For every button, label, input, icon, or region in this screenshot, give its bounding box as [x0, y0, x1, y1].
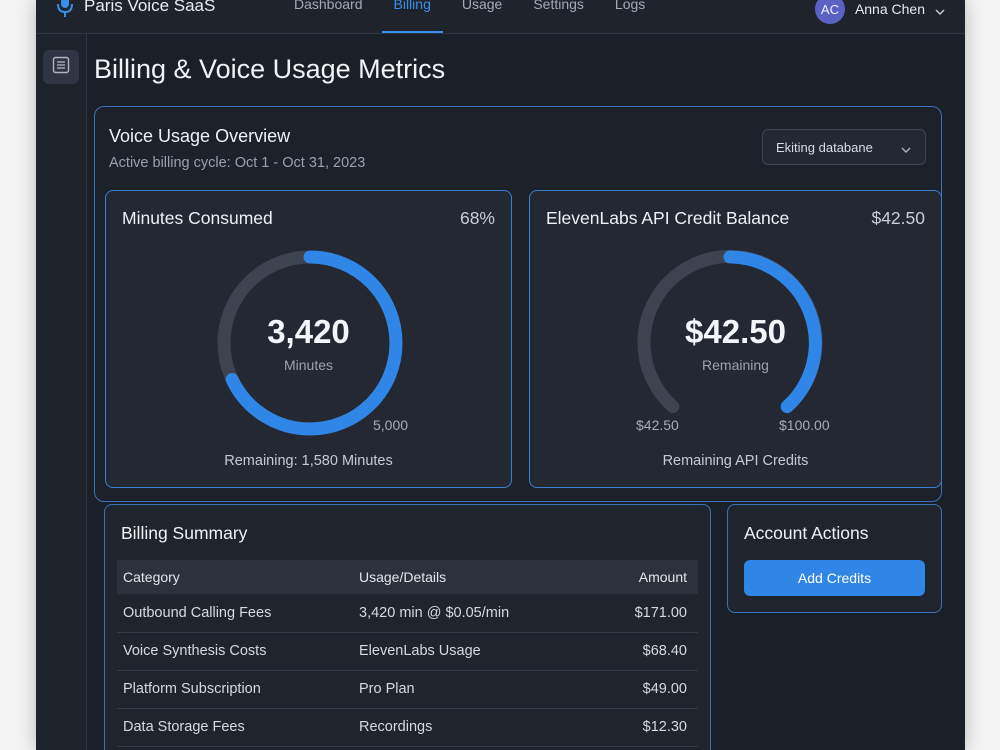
table-row: Voice Synthesis Costs ElevenLabs Usage $… — [117, 632, 698, 671]
credit-gauge-arc — [723, 250, 822, 414]
row-usage: 3,420 min @ $0.05/min — [353, 594, 568, 633]
sidebar — [36, 34, 87, 750]
row-usage: Recordings — [353, 708, 568, 747]
add-credits-button[interactable]: Add Credits — [744, 560, 925, 596]
minutes-unit: Minutes — [283, 357, 334, 373]
row-amount: $12.30 — [568, 708, 698, 747]
nav-usage[interactable]: Usage — [461, 0, 503, 12]
credit-balance: $42.50 — [871, 208, 925, 228]
document-list-icon — [52, 56, 70, 79]
page-title: Billing & Voice Usage Metrics — [94, 54, 446, 84]
minutes-consumed-card: Minutes Consumed 68% 3,420 Minutes 5,000… — [105, 190, 512, 488]
overview-title: Voice Usage Overview — [109, 126, 291, 146]
credit-max-label: $100.00 — [779, 417, 830, 433]
header-category: Category — [117, 560, 353, 594]
row-amount: $49.00 — [568, 670, 698, 709]
app-window: Paris Voice SaaS Dashboard Billing Usage… — [36, 0, 965, 750]
table-header-row: Category Usage/Details Amount — [117, 560, 698, 594]
table-row: Data Storage Fees Recordings $12.30 — [117, 708, 698, 747]
nav-settings[interactable]: Settings — [533, 0, 584, 12]
billing-cycle-subtitle: Active billing cycle: Oct 1 - Oct 31, 20… — [109, 155, 366, 171]
credit-gauge — [637, 249, 823, 414]
row-amount: $171.00 — [568, 594, 698, 633]
billing-table: Category Usage/Details Amount Outbound C… — [117, 560, 698, 747]
minutes-max-label: 5,000 — [373, 417, 409, 433]
row-category: Data Storage Fees — [117, 708, 353, 747]
row-usage: ElevenLabs Usage — [353, 632, 568, 671]
credit-footer: Remaining API Credits — [662, 453, 809, 469]
account-actions-panel: Account Actions Add Credits — [727, 504, 942, 613]
microphone-icon — [56, 0, 74, 18]
header-amount: Amount — [568, 560, 698, 594]
row-category: Voice Synthesis Costs — [117, 632, 353, 671]
user-name: Anna Chen — [854, 1, 925, 17]
table-row: Platform Subscription Pro Plan $49.00 — [117, 670, 698, 709]
minutes-progress-ring — [217, 250, 403, 436]
chevron-down-icon — [935, 4, 945, 16]
row-category: Outbound Calling Fees — [117, 594, 353, 633]
row-amount: $68.40 — [568, 632, 698, 671]
usage-percent: 68% — [459, 208, 495, 228]
credit-value: $42.50 — [685, 313, 786, 350]
api-credit-balance-card: ElevenLabs API Credit Balance $42.50 $42… — [529, 190, 942, 488]
top-navbar: Paris Voice SaaS Dashboard Billing Usage… — [36, 0, 965, 34]
table-row: Outbound Calling Fees 3,420 min @ $0.05/… — [117, 594, 698, 633]
chevron-down-icon — [901, 143, 911, 158]
avatar: AC — [814, 0, 845, 24]
credit-unit: Remaining — [702, 357, 769, 373]
app-name: Paris Voice SaaS — [84, 0, 216, 15]
card-title: ElevenLabs API Credit Balance — [546, 208, 790, 228]
nav-dashboard[interactable]: Dashboard — [294, 0, 363, 12]
nav-logs[interactable]: Logs — [614, 0, 646, 12]
user-menu[interactable]: AC Anna Chen — [814, 0, 945, 24]
card-title: Minutes Consumed — [122, 208, 273, 228]
credit-min-label: $42.50 — [636, 417, 679, 433]
billing-summary-title: Billing Summary — [121, 523, 248, 543]
period-dropdown[interactable]: Ekiting databane — [762, 129, 926, 165]
dropdown-value: Ekiting databane — [776, 139, 873, 155]
minutes-progress-arc — [217, 250, 403, 436]
minutes-remaining: Remaining: 1,580 Minutes — [224, 453, 393, 469]
main-nav: Dashboard Billing Usage Settings Logs — [294, 0, 646, 33]
billing-summary-panel: Billing Summary Category Usage/Details A… — [104, 504, 711, 750]
brand[interactable]: Paris Voice SaaS — [56, 0, 215, 18]
minutes-value: 3,420 — [267, 313, 350, 350]
account-actions-title: Account Actions — [744, 523, 869, 543]
voice-usage-overview-panel: Voice Usage Overview Active billing cycl… — [94, 106, 942, 502]
row-category: Platform Subscription — [117, 670, 353, 709]
nav-billing[interactable]: Billing — [381, 0, 444, 33]
sidebar-item-reports[interactable] — [43, 50, 79, 84]
header-usage: Usage/Details — [353, 560, 568, 594]
row-usage: Pro Plan — [353, 670, 568, 709]
